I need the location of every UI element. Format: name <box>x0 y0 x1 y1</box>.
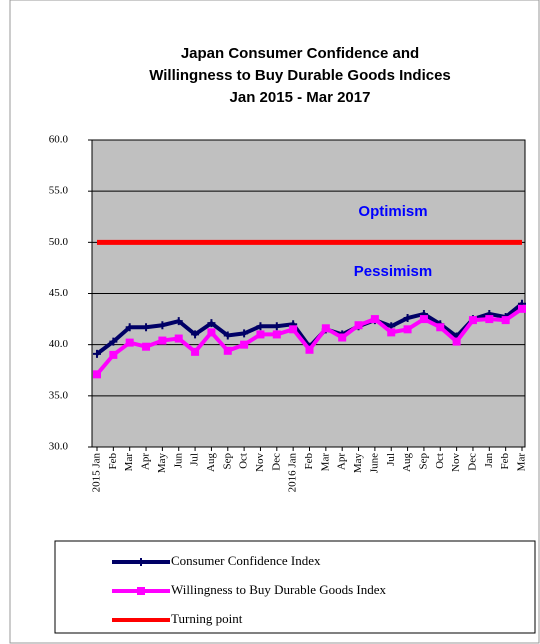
y-tick-label: 50.0 <box>49 236 69 248</box>
point <box>354 321 363 330</box>
point <box>452 337 461 346</box>
x-tick-label: Dec <box>466 453 478 471</box>
point <box>518 304 526 313</box>
legend-marker <box>137 558 145 566</box>
point <box>93 349 101 358</box>
x-tick-label: Jan <box>483 453 495 468</box>
x-tick-label: Oct <box>238 453 250 469</box>
x-tick-label: Nov <box>450 453 462 472</box>
x-tick-label: Oct <box>434 453 446 469</box>
chart-title: Jan 2015 - Mar 2017 <box>230 89 371 106</box>
y-tick-label: 40.0 <box>49 338 69 350</box>
point <box>223 346 232 355</box>
x-tick-label: Mar <box>123 453 135 472</box>
point <box>485 315 494 324</box>
point <box>272 322 281 331</box>
legend-label: Consumer Confidence Index <box>171 553 321 568</box>
point <box>142 342 151 351</box>
point <box>272 330 281 339</box>
point <box>419 315 428 324</box>
x-tick-label: Jul <box>385 453 397 466</box>
point <box>174 317 183 326</box>
y-tick-label: 60.0 <box>49 134 69 146</box>
x-tick-label: Dec <box>270 453 282 471</box>
point <box>109 350 118 359</box>
point <box>158 336 167 345</box>
point <box>403 325 412 334</box>
y-tick-label: 30.0 <box>49 441 69 453</box>
x-tick-label: 2015 Jan <box>91 453 103 493</box>
point <box>256 330 265 339</box>
x-tick-label: Mar <box>516 453 528 472</box>
x-tick-label: Sep <box>417 453 429 470</box>
x-tick-label: Aug <box>205 453 217 472</box>
x-tick-label: Mar <box>319 453 331 472</box>
point <box>174 334 183 343</box>
point <box>436 323 445 332</box>
legend-label: Turning point <box>171 611 243 626</box>
point <box>191 347 200 356</box>
point <box>468 316 477 325</box>
x-tick-label: Feb <box>303 453 315 470</box>
x-tick-label: Feb <box>499 453 511 470</box>
point <box>93 370 101 379</box>
point <box>191 330 200 339</box>
point <box>403 314 412 323</box>
point <box>370 315 379 324</box>
point <box>321 324 330 333</box>
x-tick-label: Nov <box>254 453 266 472</box>
point <box>125 323 134 332</box>
point <box>158 321 167 330</box>
point <box>223 331 232 340</box>
point <box>256 322 265 331</box>
legend-label: Willingness to Buy Durable Goods Index <box>171 582 387 597</box>
legend <box>54 540 536 634</box>
point <box>387 328 396 337</box>
point <box>240 329 249 338</box>
x-tick-label: Jul <box>189 453 201 466</box>
y-tick-label: 45.0 <box>49 287 69 299</box>
x-tick-label: May <box>156 453 168 474</box>
point <box>142 323 151 332</box>
x-tick-label: Aug <box>401 453 413 472</box>
point <box>109 337 118 346</box>
point <box>125 338 134 347</box>
x-tick-label: Feb <box>107 453 119 470</box>
x-tick-label: May <box>352 453 364 474</box>
y-tick-label: 55.0 <box>49 185 69 197</box>
chart-title: Japan Consumer Confidence and <box>181 45 419 62</box>
x-tick-label: Apr <box>140 453 152 470</box>
legend-marker <box>137 587 145 595</box>
point <box>305 345 314 354</box>
y-tick-label: 35.0 <box>49 389 69 401</box>
point <box>289 325 298 334</box>
x-tick-label: June <box>368 453 380 473</box>
annotation: Pessimism <box>354 263 432 280</box>
point <box>501 316 510 325</box>
x-tick-label: Jun <box>172 453 184 469</box>
x-tick-label: Apr <box>336 453 348 470</box>
point <box>207 328 216 337</box>
chart-title: Willingness to Buy Durable Goods Indices <box>149 67 451 84</box>
point <box>207 319 216 328</box>
x-tick-label: 2016 Jan <box>287 453 299 493</box>
point <box>240 340 249 349</box>
x-tick-label: Sep <box>221 453 233 470</box>
point <box>338 333 347 342</box>
annotation: Optimism <box>358 203 427 220</box>
